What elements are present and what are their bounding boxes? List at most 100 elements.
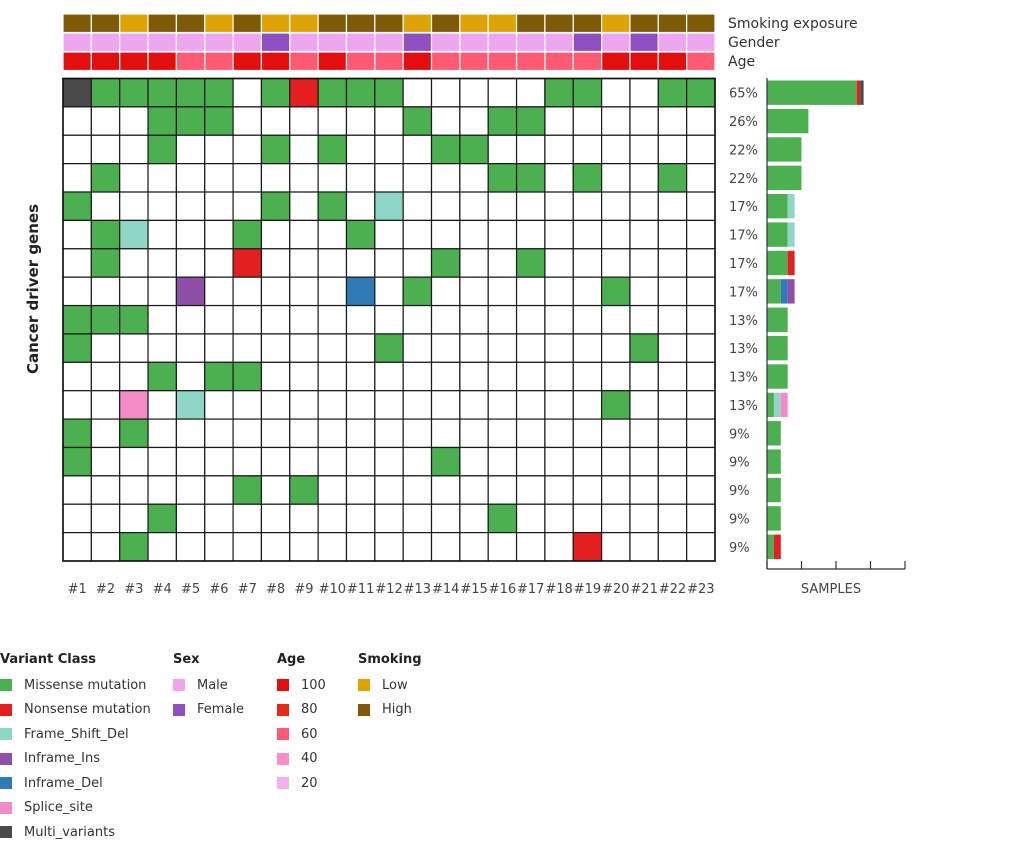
legend-item: 80 — [277, 698, 326, 723]
mutation-cell — [175, 390, 206, 420]
grid-cell — [90, 475, 121, 505]
grid-cell — [686, 361, 716, 392]
grid-cell — [90, 446, 121, 477]
grid-cell — [430, 191, 461, 222]
grid-cell — [175, 304, 206, 335]
sample-label: #16 — [489, 582, 516, 597]
grid-cell — [544, 276, 574, 307]
sample-label: #18 — [545, 582, 572, 597]
track-smoking-cell — [572, 13, 603, 34]
sample-label: #7 — [238, 582, 257, 597]
grid-cell — [686, 333, 716, 363]
grid-cell — [260, 361, 291, 392]
grid-cell — [90, 503, 121, 534]
mutation-cell — [204, 361, 234, 392]
mutation-cell — [317, 191, 348, 222]
grid-cell — [515, 503, 546, 534]
track-age-cell — [686, 51, 716, 72]
grid-cell — [260, 219, 291, 250]
grid-cell — [289, 106, 319, 136]
grid-cell — [601, 248, 631, 278]
track-smoking-cell — [686, 13, 716, 34]
grid-cell — [430, 503, 461, 534]
legend-label: 40 — [301, 751, 318, 767]
mutation-cell — [232, 361, 263, 392]
sample-bar-segment — [767, 165, 802, 191]
grid-cell — [459, 106, 489, 136]
grid-cell — [374, 106, 404, 136]
grid-cell — [487, 475, 518, 505]
mutation-cell — [459, 134, 489, 165]
grid-cell — [657, 248, 688, 278]
grid-cell — [260, 276, 291, 307]
grid-cell — [317, 390, 348, 420]
mutation-cell — [62, 304, 92, 335]
grid-cell — [601, 361, 631, 392]
grid-cell — [601, 163, 631, 193]
sample-bar-segment — [767, 506, 781, 531]
track-gender-cell — [487, 32, 518, 53]
grid-cell — [175, 333, 206, 363]
track-label-smoking: Smoking exposure — [728, 16, 858, 32]
sample-bar-segment — [767, 364, 788, 389]
grid-cell — [487, 219, 518, 250]
grid-cell — [175, 248, 206, 278]
grid-cell — [544, 390, 574, 420]
track-smoking-cell — [657, 13, 688, 34]
legend-label: Multi_variants — [24, 824, 115, 840]
grid-cell — [62, 532, 92, 562]
legend-age-title: Age — [277, 652, 306, 667]
grid-cell — [629, 191, 659, 222]
legend-sex-title: Sex — [173, 652, 200, 667]
grid-cell — [544, 106, 574, 136]
grid-cell — [289, 219, 319, 250]
row-percentage: 22% — [729, 172, 758, 187]
grid-cell — [657, 475, 688, 505]
grid-cell — [629, 248, 659, 278]
mutation-cell — [260, 134, 291, 165]
sample-label: #5 — [181, 582, 200, 597]
track-smoking-cell — [317, 13, 348, 34]
mutation-cell — [90, 248, 121, 278]
grid-cell — [601, 333, 631, 363]
row-percentage: 13% — [729, 314, 758, 329]
sample-label: #22 — [659, 582, 686, 597]
grid-cell — [544, 304, 574, 335]
grid-cell — [544, 503, 574, 534]
grid-cell — [90, 191, 121, 222]
grid-cell — [402, 191, 433, 222]
grid-cell — [204, 248, 234, 278]
grid-cell — [345, 390, 376, 420]
track-age-cell — [487, 51, 518, 72]
grid-cell — [459, 191, 489, 222]
track-age-cell — [204, 51, 234, 72]
track-age-cell — [544, 51, 574, 72]
grid-cell — [374, 219, 404, 250]
grid-cell — [487, 446, 518, 477]
legend-item: Nonsense mutation — [0, 698, 151, 723]
grid-cell — [515, 418, 546, 449]
grid-cell — [345, 532, 376, 562]
grid-cell — [147, 446, 177, 477]
grid-cell — [345, 134, 376, 165]
grid-cell — [204, 446, 234, 477]
grid-cell — [657, 361, 688, 392]
grid-cell — [232, 276, 263, 307]
mutation-cell — [232, 475, 263, 505]
grid-cell — [62, 503, 92, 534]
grid-cell — [686, 475, 716, 505]
mutation-cell — [345, 276, 376, 307]
grid-cell — [345, 304, 376, 335]
grid-cell — [119, 475, 149, 505]
grid-cell — [487, 532, 518, 562]
grid-cell — [62, 248, 92, 278]
grid-cell — [289, 361, 319, 392]
grid-cell — [601, 106, 631, 136]
mutation-cell — [487, 163, 518, 193]
grid-cell — [147, 475, 177, 505]
mutation-cell — [430, 248, 461, 278]
grid-cell — [657, 418, 688, 449]
legend-smoking: Smoking Low High — [358, 652, 422, 722]
track-smoking-cell — [487, 13, 518, 34]
legend-label: Frame_Shift_Del — [24, 726, 129, 742]
